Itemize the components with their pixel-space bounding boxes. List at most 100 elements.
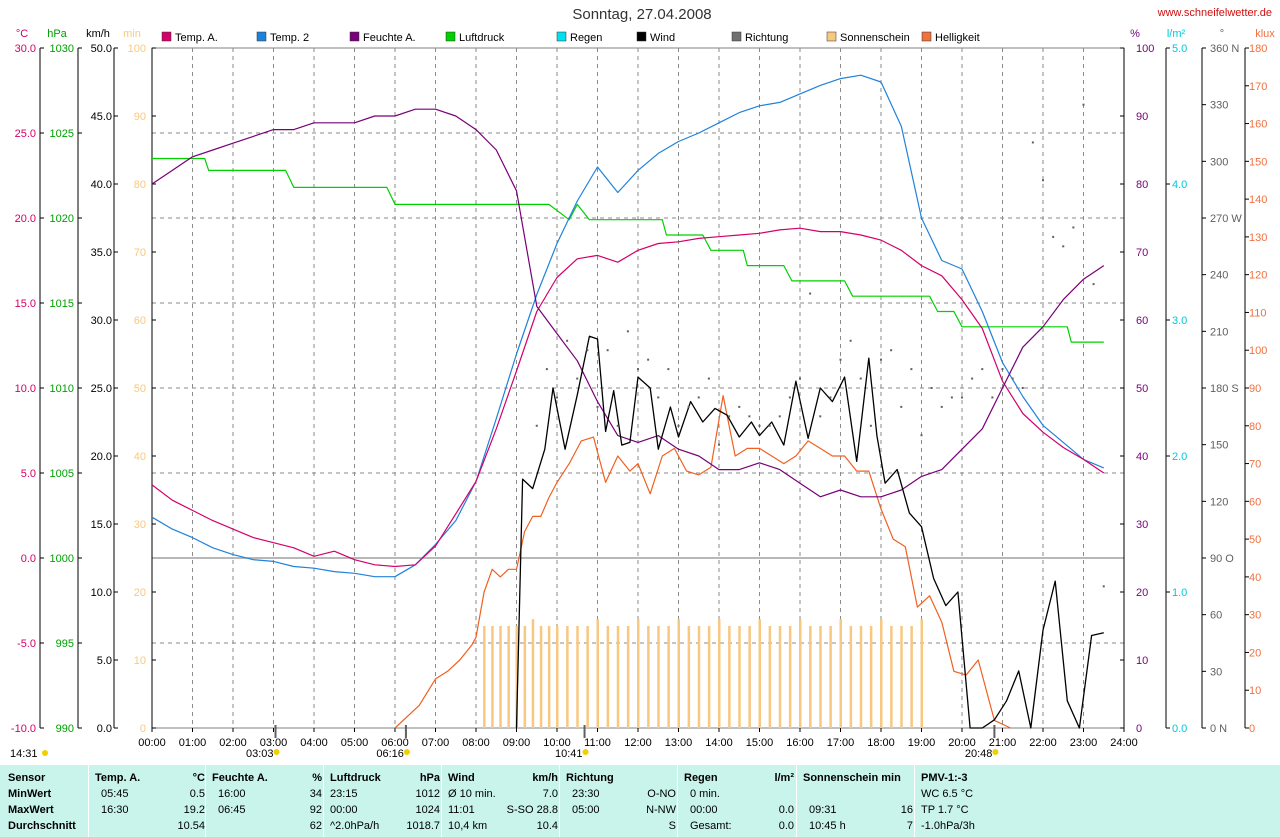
tick-label-brightness: 170 xyxy=(1249,81,1267,93)
tick-label-sun_min: 10 xyxy=(134,655,146,667)
sunshine-bar xyxy=(499,626,502,728)
sunshine-bar xyxy=(637,619,640,728)
tick-label-humidity: 70 xyxy=(1136,247,1148,259)
stats-value: 7 xyxy=(906,820,913,832)
tick-label-pressure: 1000 xyxy=(50,553,74,565)
tick-label-wind: 25.0 xyxy=(91,383,112,395)
tick-label-temp: -5.0 xyxy=(17,638,36,650)
x-tick-label: 11:00 xyxy=(584,737,611,749)
x-tick-label: 20:00 xyxy=(948,737,976,749)
x-tick-label: 06:00 xyxy=(381,737,409,749)
stats-value: N-NW xyxy=(646,804,676,816)
tick-label-direction: 360 N xyxy=(1210,43,1239,55)
sunshine-bar xyxy=(839,619,842,728)
direction-dot xyxy=(1052,235,1055,238)
sun-marker xyxy=(42,750,48,756)
legend-label: Temp. A. xyxy=(175,32,218,44)
stats-value: -1.0hPa/3h xyxy=(921,820,975,832)
stats-time: 16:30 xyxy=(101,804,129,816)
sunshine-bar xyxy=(738,626,741,728)
tick-label-humidity: 0 xyxy=(1136,723,1142,735)
sunshine-bar xyxy=(910,626,913,728)
tick-label-direction: 60 xyxy=(1210,610,1222,622)
tick-label-humidity: 50 xyxy=(1136,383,1148,395)
direction-dot xyxy=(859,377,862,380)
stats-header: Regen xyxy=(684,772,718,784)
direction-dot xyxy=(535,424,538,427)
direction-dot xyxy=(788,396,791,399)
direction-dot xyxy=(647,358,650,361)
series-line-luftdruck xyxy=(152,157,1104,343)
x-tick-label: 16:00 xyxy=(786,737,814,749)
tick-label-brightness: 90 xyxy=(1249,383,1261,395)
legend-label: Regen xyxy=(570,32,602,44)
tick-label-pressure: 995 xyxy=(56,638,74,650)
tick-label-pressure: 1020 xyxy=(50,213,74,225)
stats-time: 05:00 xyxy=(572,804,600,816)
sunshine-bar xyxy=(697,626,701,728)
stats-value: 92 xyxy=(309,804,322,816)
tick-label-humidity: 10 xyxy=(1136,655,1148,667)
sunshine-bar xyxy=(900,626,903,728)
direction-dot xyxy=(950,396,953,399)
sunshine-bar xyxy=(880,619,883,728)
stats-header: Luftdruck xyxy=(330,772,381,784)
tick-label-brightness: 100 xyxy=(1249,345,1267,357)
tick-label-temp: 5.0 xyxy=(21,468,36,480)
tick-label-direction: 210 xyxy=(1210,326,1228,338)
sunshine-bar xyxy=(849,626,853,728)
direction-dot xyxy=(778,415,781,418)
stats-value: 10.54 xyxy=(177,820,205,832)
direction-dot xyxy=(586,349,589,352)
site-url[interactable]: www.schneifelwetter.de xyxy=(1157,7,1272,19)
stats-header: Temp. A. xyxy=(95,772,141,784)
tick-label-wind: 15.0 xyxy=(91,519,112,531)
time-marker-label: 03:03 xyxy=(246,748,274,760)
stats-header: Sensor xyxy=(8,772,46,784)
stats-row-label: MinWert xyxy=(8,788,52,800)
tick-label-brightness: 20 xyxy=(1249,647,1261,659)
sunshine-bar xyxy=(566,626,569,728)
sunshine-bar xyxy=(667,626,670,728)
direction-dot xyxy=(667,368,670,371)
stats-time: 05:45 xyxy=(101,788,129,800)
sunshine-bar xyxy=(819,626,822,728)
tick-label-temp: 30.0 xyxy=(15,43,36,55)
direction-dot xyxy=(1042,179,1044,182)
tick-label-brightness: 150 xyxy=(1249,156,1267,168)
direction-dot xyxy=(849,339,852,342)
tick-label-sun_min: 40 xyxy=(134,451,146,463)
x-tick-label: 02:00 xyxy=(219,737,247,749)
axis-unit-temp: °C xyxy=(16,28,28,40)
x-tick-label: 01:00 xyxy=(179,737,207,749)
stats-time: Ø 10 min. xyxy=(448,788,496,800)
legend: Temp. A. Temp. 2 Feuchte A. Luftdruck Regen W… xyxy=(161,31,980,44)
tick-label-rain: 2.0 xyxy=(1172,451,1187,463)
stats-time: ^2.0hPa/h xyxy=(330,820,380,832)
tick-label-sun_min: 50 xyxy=(134,383,146,395)
time-markers: 03:03 06:16 10:41 20:48 14:31 xyxy=(10,725,999,760)
tick-label-pressure: 990 xyxy=(56,723,74,735)
tick-label-brightness: 30 xyxy=(1249,610,1261,622)
direction-dot xyxy=(839,358,842,361)
legend-label: Feuchte A. xyxy=(363,32,416,44)
series-layer xyxy=(151,74,1105,729)
series-line-temp-a- xyxy=(151,227,1105,568)
axes: 30.025.020.015.010.05.00.0-5.0-10.0°C103… xyxy=(11,28,1275,749)
stats-unit: °C xyxy=(192,772,205,784)
direction-dot xyxy=(616,424,619,427)
tick-label-brightness: 160 xyxy=(1249,119,1267,131)
stats-unit: % xyxy=(312,772,322,784)
tick-label-sun_min: 0 xyxy=(140,723,146,735)
x-tick-label: 09:00 xyxy=(503,737,531,749)
stats-value: 1012 xyxy=(415,788,440,800)
legend-swatch xyxy=(921,31,932,42)
stats-value: 1024 xyxy=(415,804,440,816)
tick-label-direction: 240 xyxy=(1210,270,1228,282)
sunshine-bar xyxy=(778,626,782,728)
tick-label-rain: 4.0 xyxy=(1172,179,1187,191)
axis-unit-brightness: klux xyxy=(1255,28,1275,40)
direction-dot xyxy=(1102,585,1105,588)
direction-dot xyxy=(687,405,690,408)
x-tick-label: 22:00 xyxy=(1029,737,1057,749)
